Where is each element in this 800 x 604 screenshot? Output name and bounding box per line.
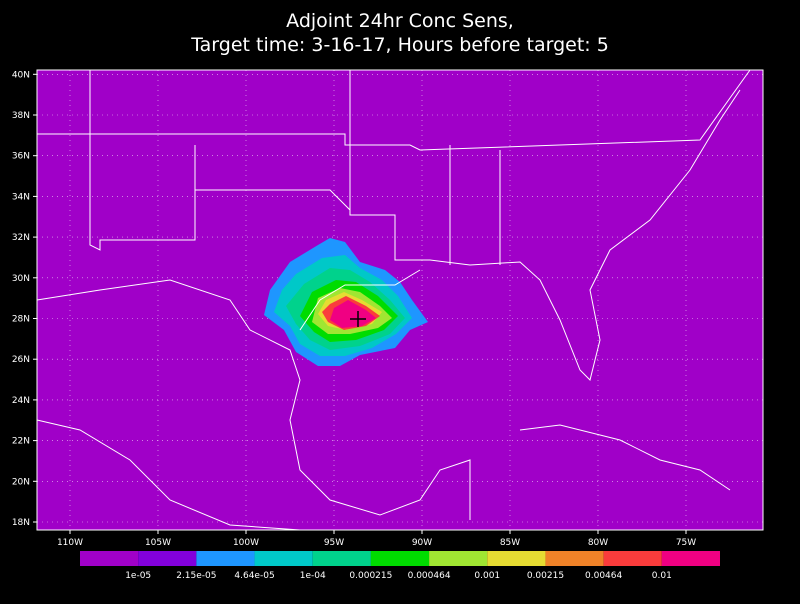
colorbar-label: 0.00464	[585, 571, 622, 581]
sensitivity-field	[264, 238, 428, 366]
map-frame	[36, 69, 764, 531]
lat-label: 26N	[12, 355, 30, 365]
lat-label: 34N	[12, 192, 30, 202]
colorbar-swatch	[545, 551, 604, 566]
lon-label: 95W	[324, 538, 344, 548]
colorbar-swatch	[370, 551, 430, 566]
lat-label: 32N	[12, 233, 30, 243]
colorbar-swatch	[603, 551, 662, 566]
colorbar-label: 2.15e-05	[176, 571, 216, 581]
colorbar-swatch	[661, 551, 720, 566]
lon-label: 80W	[588, 538, 608, 548]
colorbar-label: 0.00215	[527, 571, 564, 581]
lon-label: 85W	[500, 538, 520, 548]
colorbar-label: 0.000464	[408, 571, 451, 581]
colorbar-swatch	[196, 551, 255, 566]
colorbar-label: 1e-04	[300, 571, 326, 581]
contour-level	[330, 300, 376, 328]
colorbar-swatch	[312, 551, 371, 566]
lat-label: 20N	[12, 477, 30, 487]
lat-label: 36N	[12, 152, 30, 162]
title-line: Adjoint 24hr Conc Sens,	[286, 10, 514, 32]
title-line: Target time: 3-16-17, Hours before targe…	[190, 34, 609, 56]
lat-label: 24N	[12, 396, 30, 406]
colorbar-label: 0.000215	[349, 571, 392, 581]
lon-label: 110W	[57, 538, 83, 548]
colorbar-swatch	[80, 551, 139, 566]
colorbar-label: 0.001	[474, 571, 500, 581]
lon-label: 105W	[145, 538, 171, 548]
lat-label: 28N	[12, 315, 30, 325]
colorbar-swatch	[254, 551, 313, 566]
lon-label: 100W	[233, 538, 259, 548]
colorbar-swatch	[487, 551, 546, 566]
lat-label: 22N	[12, 437, 30, 447]
lat-label: 30N	[12, 274, 30, 284]
lat-label: 38N	[12, 111, 30, 121]
colorbar-swatch	[138, 551, 197, 566]
lat-label: 40N	[12, 70, 30, 80]
lon-label: 90W	[412, 538, 432, 548]
lat-label: 18N	[12, 518, 30, 528]
coastlines	[36, 69, 751, 531]
colorbar-label: 1e-05	[125, 571, 151, 581]
target-marker	[350, 311, 366, 327]
colorbar-label: 4.64e-05	[234, 571, 274, 581]
colorbar-swatch	[429, 551, 488, 566]
colorbar-label: 0.01	[652, 571, 672, 581]
lon-label: 75W	[676, 538, 696, 548]
